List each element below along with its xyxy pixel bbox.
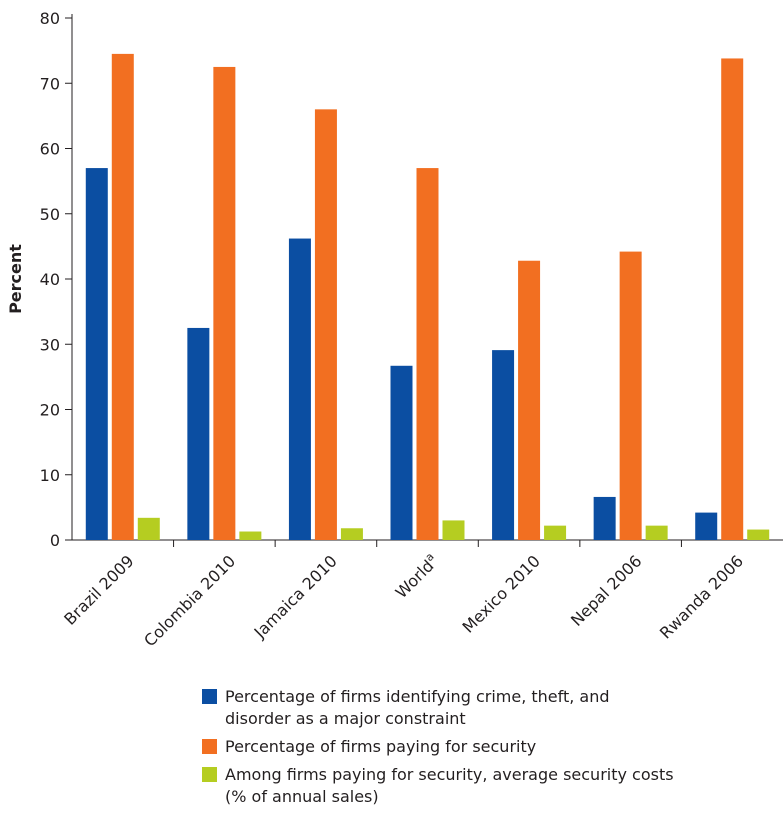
y-tick-label: 10 — [40, 466, 60, 485]
bar-series3 — [442, 520, 465, 540]
bar-series2 — [416, 168, 439, 540]
x-tick-label: Colombia 2010 — [140, 551, 239, 650]
bar-series3 — [747, 529, 770, 540]
legend-swatch — [202, 689, 217, 704]
y-tick-label: 80 — [40, 9, 60, 28]
legend-item: Percentage of firms paying for security — [202, 736, 722, 758]
y-tick-label: 70 — [40, 74, 60, 93]
legend-swatch — [202, 767, 217, 782]
y-tick-label: 30 — [40, 335, 60, 354]
legend-swatch — [202, 739, 217, 754]
x-tick-label-text: Nepal 2006 — [567, 551, 646, 630]
x-tick-label-text: Colombia 2010 — [140, 551, 239, 650]
bar-series1 — [593, 496, 616, 540]
bar-series2 — [518, 260, 541, 540]
bar-series1 — [492, 350, 515, 540]
legend-label: Percentage of firms identifying crime, t… — [225, 687, 610, 728]
legend-label: Percentage of firms paying for security — [225, 737, 537, 756]
x-tick-label-text: Mexico 2010 — [459, 551, 544, 636]
bar-series2 — [619, 251, 642, 540]
y-tick-label: 0 — [50, 531, 60, 550]
x-tick-label: Brazil 2009 — [60, 551, 137, 628]
y-tick-label: 20 — [40, 401, 60, 420]
x-tick-label-text: Rwanda 2006 — [656, 551, 747, 642]
bar-series2 — [721, 58, 744, 541]
x-tick-label-text: Jamaica 2010 — [250, 551, 341, 642]
legend: Percentage of firms identifying crime, t… — [202, 686, 722, 814]
bar-series3 — [544, 525, 567, 540]
x-tick-label: Jamaica 2010 — [250, 551, 341, 642]
x-tick-label-text: Brazil 2009 — [60, 551, 137, 628]
bar-series1 — [288, 238, 311, 541]
y-tick-label: 50 — [40, 205, 60, 224]
bar-series3 — [137, 517, 160, 540]
bar-series3 — [645, 525, 668, 540]
y-axis-label: Percent — [6, 244, 25, 314]
legend-item: Among firms paying for security, average… — [202, 764, 722, 808]
bar-series2 — [213, 66, 236, 540]
bar-series2 — [111, 53, 134, 540]
y-tick-label: 40 — [40, 270, 60, 289]
x-tick-label: Nepal 2006 — [567, 551, 646, 630]
bar-series1 — [695, 512, 718, 540]
bar-series2 — [314, 109, 337, 540]
bar-series1 — [85, 168, 108, 540]
legend-label: Among firms paying for security, average… — [225, 765, 674, 806]
x-tick-label: Worlda — [390, 550, 442, 602]
bar-series1 — [187, 327, 210, 540]
x-tick-label: Rwanda 2006 — [656, 551, 747, 642]
y-tick-label: 60 — [40, 140, 60, 159]
bar-series3 — [239, 531, 262, 540]
bar-series3 — [340, 528, 363, 540]
legend-item: Percentage of firms identifying crime, t… — [202, 686, 722, 730]
bar-series1 — [390, 365, 413, 540]
x-tick-label: Mexico 2010 — [459, 551, 544, 636]
